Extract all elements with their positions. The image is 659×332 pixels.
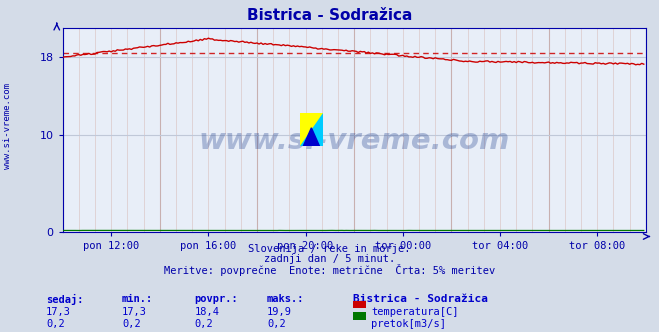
Text: www.si-vreme.com: www.si-vreme.com [198,126,510,154]
Text: Bistrica - Sodražica: Bistrica - Sodražica [247,8,412,23]
Text: temperatura[C]: temperatura[C] [371,307,459,317]
Text: 0,2: 0,2 [267,319,285,329]
Text: maks.:: maks.: [267,294,304,304]
Text: povpr.:: povpr.: [194,294,238,304]
Text: 17,3: 17,3 [122,307,147,317]
Text: 0,2: 0,2 [194,319,213,329]
Text: sedaj:: sedaj: [46,294,84,305]
Text: 19,9: 19,9 [267,307,292,317]
Polygon shape [300,113,323,146]
Text: 0,2: 0,2 [122,319,140,329]
Polygon shape [303,128,320,146]
Text: min.:: min.: [122,294,153,304]
Text: 0,2: 0,2 [46,319,65,329]
Text: zadnji dan / 5 minut.: zadnji dan / 5 minut. [264,254,395,264]
Text: 18,4: 18,4 [194,307,219,317]
Text: 17,3: 17,3 [46,307,71,317]
Polygon shape [300,113,323,146]
Text: pretok[m3/s]: pretok[m3/s] [371,319,446,329]
Text: www.si-vreme.com: www.si-vreme.com [3,83,13,169]
Text: Meritve: povprečne  Enote: metrične  Črta: 5% meritev: Meritve: povprečne Enote: metrične Črta:… [164,264,495,276]
Text: Bistrica - Sodražica: Bistrica - Sodražica [353,294,488,304]
Text: Slovenija / reke in morje.: Slovenija / reke in morje. [248,244,411,254]
